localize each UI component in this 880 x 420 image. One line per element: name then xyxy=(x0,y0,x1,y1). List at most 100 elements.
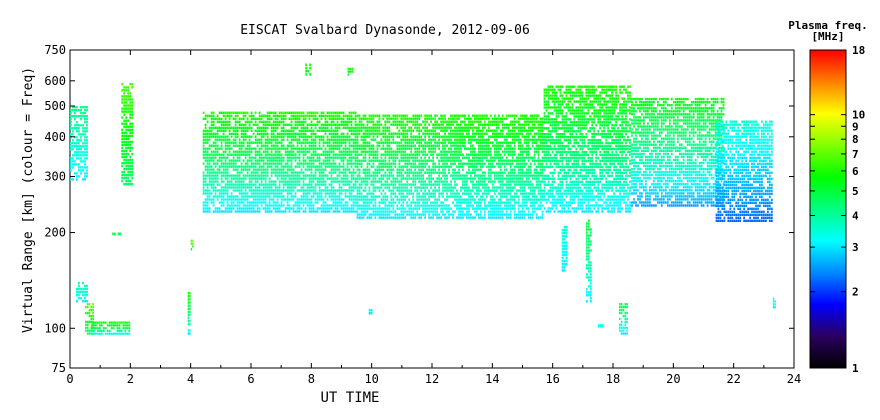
data-cell xyxy=(366,165,369,168)
data-cell xyxy=(258,129,261,132)
data-cell xyxy=(450,165,452,168)
data-cell xyxy=(376,156,379,159)
data-cell xyxy=(226,183,229,186)
data-cell xyxy=(334,180,337,183)
data-cell xyxy=(268,147,271,150)
data-cell xyxy=(360,126,363,129)
data-cell xyxy=(364,159,367,162)
data-cell xyxy=(228,204,231,207)
data-cell xyxy=(434,144,436,147)
data-cell xyxy=(491,141,494,144)
data-cell xyxy=(208,132,211,135)
data-cell xyxy=(218,165,221,168)
data-cell xyxy=(460,129,462,132)
data-cell xyxy=(342,159,345,162)
data-cell xyxy=(505,159,508,162)
data-cell xyxy=(487,171,490,174)
data-cell xyxy=(406,186,409,189)
data-cell xyxy=(256,141,259,144)
data-cell xyxy=(521,144,524,147)
data-cell xyxy=(274,120,277,123)
data-cell xyxy=(370,213,373,216)
data-cell xyxy=(499,204,502,207)
data-cell xyxy=(232,162,235,165)
data-cell xyxy=(491,198,494,201)
data-cell xyxy=(80,133,82,136)
data-cell xyxy=(272,135,275,138)
data-cell xyxy=(458,147,460,150)
data-cell xyxy=(468,120,470,123)
data-cell xyxy=(129,170,132,174)
data-cell xyxy=(278,159,281,162)
data-cell xyxy=(354,153,357,156)
data-cell xyxy=(290,183,293,186)
data-cell xyxy=(222,111,225,114)
data-cell xyxy=(517,165,520,168)
data-cell xyxy=(466,210,468,213)
data-cell xyxy=(312,174,315,177)
data-cell xyxy=(442,117,444,120)
data-cell xyxy=(527,144,530,147)
data-cell xyxy=(129,110,132,113)
data-cell xyxy=(270,204,273,207)
data-cell xyxy=(304,132,307,135)
data-cell xyxy=(248,150,251,153)
data-cell xyxy=(525,138,528,141)
data-cell xyxy=(234,114,237,117)
data-cell xyxy=(236,153,239,156)
data-cell xyxy=(358,126,361,129)
data-cell xyxy=(90,317,93,321)
data-cell xyxy=(501,189,504,192)
data-cell xyxy=(338,195,341,198)
data-cell xyxy=(86,115,88,118)
data-cell xyxy=(511,126,514,129)
data-cell xyxy=(284,147,287,150)
data-cell xyxy=(446,126,448,129)
data-cell xyxy=(232,138,235,141)
data-cell xyxy=(256,210,259,213)
data-cell xyxy=(82,130,84,133)
data-cell xyxy=(446,183,448,186)
data-cell xyxy=(216,168,219,171)
data-cell xyxy=(400,120,403,123)
data-cell xyxy=(266,120,269,123)
data-cell xyxy=(228,114,231,117)
data-cell xyxy=(364,189,367,192)
data-cell xyxy=(282,123,285,126)
data-cell xyxy=(376,153,379,156)
data-cell xyxy=(85,323,87,326)
data-cell xyxy=(523,192,526,195)
data-cell xyxy=(489,210,492,213)
data-cell xyxy=(262,150,265,153)
data-cell xyxy=(238,201,241,204)
data-cell xyxy=(294,204,297,207)
data-cell xyxy=(446,180,448,183)
data-region xyxy=(91,321,131,335)
data-cell xyxy=(478,213,480,216)
data-cell xyxy=(511,162,514,165)
data-cell xyxy=(226,207,229,210)
data-cell xyxy=(378,189,381,192)
data-cell xyxy=(499,159,502,162)
data-cell xyxy=(501,144,504,147)
data-cell xyxy=(250,120,253,123)
data-cell xyxy=(438,168,440,171)
data-cell xyxy=(356,132,359,135)
data-cell xyxy=(348,180,351,183)
data-cell xyxy=(318,129,321,132)
data-cell xyxy=(370,150,373,153)
data-cell xyxy=(228,159,231,162)
data-cell xyxy=(489,159,492,162)
data-cell xyxy=(342,168,345,171)
data-cell xyxy=(80,290,82,294)
data-cell xyxy=(408,189,411,192)
data-cell xyxy=(452,168,454,171)
data-cell xyxy=(338,123,341,126)
data-cell xyxy=(499,117,502,120)
data-cell xyxy=(366,135,369,138)
data-cell xyxy=(310,120,313,123)
data-cell xyxy=(278,162,281,165)
data-cell xyxy=(91,329,93,332)
data-cell xyxy=(380,141,383,144)
data-cell xyxy=(511,147,514,150)
